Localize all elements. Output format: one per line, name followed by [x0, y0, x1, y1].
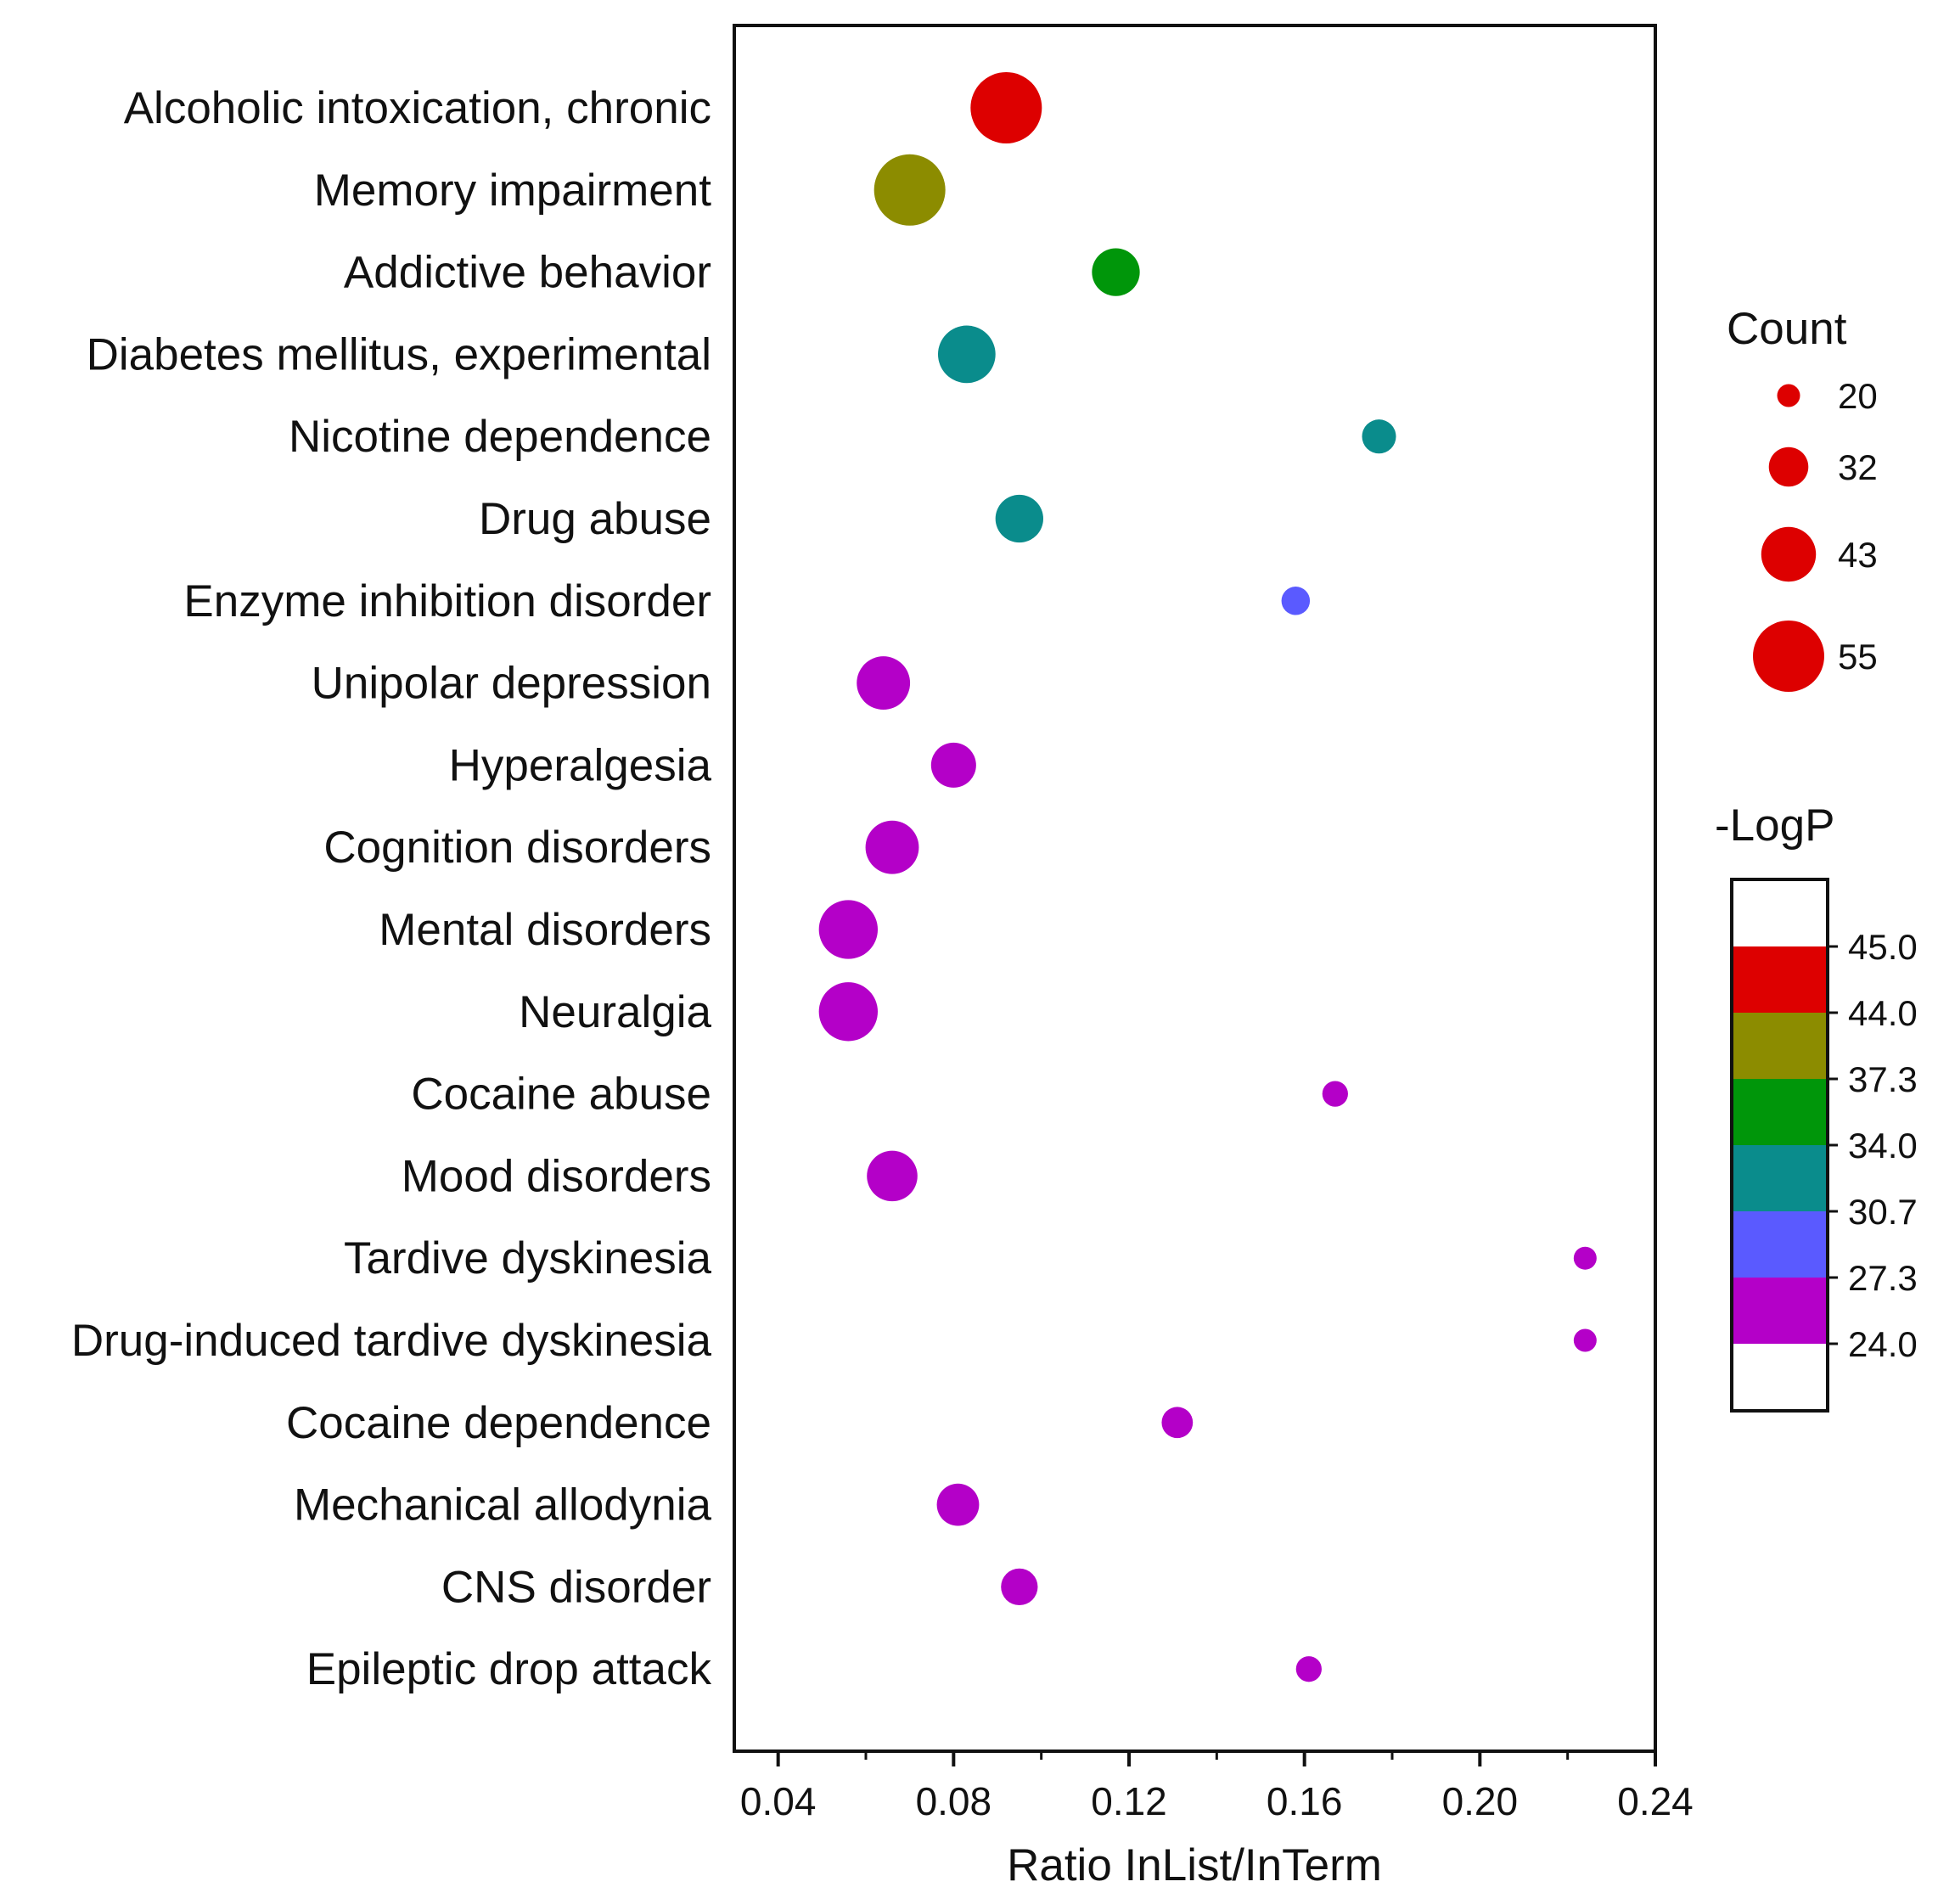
category-label: CNS disorder	[441, 1562, 711, 1612]
category-label: Diabetes mellitus, experimental	[87, 329, 711, 379]
x-tick-label: 0.04	[740, 1779, 817, 1823]
bubble	[1362, 419, 1396, 454]
category-label: Nicotine dependence	[289, 412, 711, 462]
category-label: Mechanical allodynia	[294, 1480, 712, 1531]
bubble	[867, 1150, 918, 1202]
category-label: Cocaine abuse	[411, 1070, 711, 1120]
color-legend-swatch	[1732, 1079, 1828, 1145]
category-label: Memory impairment	[314, 166, 712, 216]
color-legend-swatch	[1732, 1013, 1828, 1079]
color-legend-label: 37.3	[1848, 1059, 1918, 1099]
category-label: Cocaine dependence	[286, 1398, 711, 1448]
x-tick-label: 0.24	[1617, 1779, 1694, 1823]
bubble	[1295, 1656, 1322, 1682]
color-legend: -LogP 45.0 44.0 37.3 34.0 30.7 27.3 24.0	[1715, 800, 1918, 1413]
bubble	[1161, 1407, 1194, 1439]
bubble	[937, 325, 996, 384]
bubble	[1092, 248, 1140, 296]
category-label: Hyperalgesia	[449, 740, 712, 790]
x-tick-label: 0.20	[1442, 1779, 1519, 1823]
plot-frame	[733, 24, 1657, 1753]
category-label: Cognition disorders	[323, 823, 711, 873]
category-label: Unipolar depression	[312, 659, 711, 709]
category-label: Tardive dyskinesia	[344, 1233, 712, 1283]
category-label: Mental disorders	[379, 905, 711, 955]
category-label: Epileptic drop attack	[306, 1644, 712, 1694]
bubble	[818, 982, 879, 1042]
x-tick-label: 0.08	[916, 1779, 992, 1823]
bubble	[930, 742, 976, 788]
color-legend-swatch	[1732, 1211, 1828, 1278]
size-legend-label: 32	[1838, 447, 1878, 487]
category-label: Addictive behavior	[344, 248, 711, 298]
bubble	[857, 656, 911, 710]
bubble	[970, 72, 1042, 143]
bubble	[1322, 1081, 1348, 1107]
color-legend-label: 34.0	[1848, 1126, 1918, 1165]
size-legend-label: 43	[1838, 535, 1878, 575]
color-legend-label: 30.7	[1848, 1192, 1918, 1232]
category-label: Neuralgia	[519, 987, 711, 1037]
x-tick-label: 0.12	[1091, 1779, 1167, 1823]
color-legend-label: 24.0	[1848, 1324, 1918, 1364]
bubble	[865, 820, 919, 874]
bubble	[874, 154, 946, 226]
x-tick-label: 0.16	[1267, 1779, 1343, 1823]
bubble	[1001, 1568, 1038, 1606]
size-legend-bubble	[1753, 621, 1824, 692]
x-axis-title: Ratio InList/InTerm	[1007, 1840, 1382, 1890]
color-legend-label: 44.0	[1848, 993, 1918, 1033]
x-axis: 0.04 0.08 0.12 0.16 0.20 0.24	[740, 1751, 1694, 1823]
color-legend-title: -LogP	[1715, 800, 1834, 851]
category-label: Enzyme inhibition disorder	[183, 576, 711, 626]
color-legend-label: 45.0	[1848, 927, 1918, 967]
size-legend-title: Count	[1727, 304, 1847, 354]
color-legend-swatch	[1732, 1145, 1828, 1211]
size-legend-bubble	[1777, 384, 1800, 407]
category-labels: Alcoholic intoxication, chronic Memory im…	[71, 83, 712, 1694]
color-legend-label: 27.3	[1848, 1258, 1918, 1298]
category-label: Drug abuse	[479, 494, 711, 544]
size-legend-label: 55	[1838, 637, 1878, 677]
bubble	[818, 900, 879, 959]
category-label: Alcoholic intoxication, chronic	[124, 83, 711, 133]
bubble	[995, 494, 1043, 543]
category-label: Drug-induced tardive dyskinesia	[71, 1316, 712, 1366]
bubble	[1281, 587, 1311, 615]
bubble	[1573, 1328, 1597, 1352]
size-legend-bubble	[1761, 526, 1817, 582]
bubble	[1573, 1246, 1597, 1270]
bubbles	[818, 72, 1597, 1682]
size-legend: Count 20 32 43 55	[1727, 304, 1878, 692]
bubble	[936, 1483, 980, 1526]
category-label: Mood disorders	[402, 1151, 711, 1201]
color-legend-swatch	[1732, 1278, 1828, 1344]
color-legend-swatch	[1732, 946, 1828, 1013]
size-legend-label: 20	[1838, 376, 1878, 416]
size-legend-bubble	[1768, 447, 1809, 487]
